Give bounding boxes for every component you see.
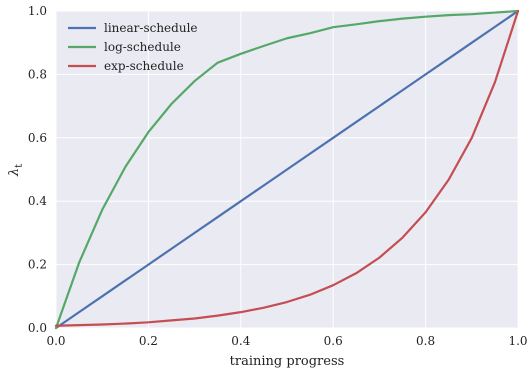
y-tick-label: 0.0 bbox=[28, 321, 47, 335]
tick-labels: 0.0 0.2 0.4 0.6 0.8 1.0 0.0 0.2 0.4 0.6 0.8 1.0 bbox=[28, 4, 528, 348]
series-lines bbox=[54, 9, 520, 330]
x-tick-label: 0.6 bbox=[324, 334, 343, 348]
x-tick-label: 0.0 bbox=[46, 334, 65, 348]
legend: linear-schedule log-schedule exp-schedule bbox=[68, 21, 198, 73]
x-axis-label: training progress bbox=[230, 354, 345, 368]
series-line-linear-schedule bbox=[54, 9, 520, 330]
legend-label-log-schedule: log-schedule bbox=[104, 40, 181, 54]
y-tick-label: 0.8 bbox=[28, 67, 47, 81]
y-tick-label: 1.0 bbox=[28, 4, 47, 18]
legend-label-exp-schedule: exp-schedule bbox=[104, 59, 184, 73]
series-line-log-schedule bbox=[54, 9, 520, 330]
x-tick-label: 0.2 bbox=[139, 334, 158, 348]
y-axis-label: λt bbox=[7, 164, 25, 177]
x-tick-label: 1.0 bbox=[508, 334, 527, 348]
x-tick-label: 0.4 bbox=[231, 334, 250, 348]
grid-lines bbox=[55, 10, 519, 329]
series-line-exp-schedule bbox=[54, 9, 520, 327]
y-tick-label: 0.6 bbox=[28, 131, 47, 145]
y-axis-label-symbol: λ bbox=[7, 168, 22, 177]
y-axis-label-subscript: t bbox=[14, 164, 25, 168]
legend-label-linear-schedule: linear-schedule bbox=[104, 21, 198, 35]
y-tick-label: 0.2 bbox=[28, 258, 47, 272]
y-tick-label: 0.4 bbox=[28, 194, 47, 208]
x-tick-label: 0.8 bbox=[416, 334, 435, 348]
